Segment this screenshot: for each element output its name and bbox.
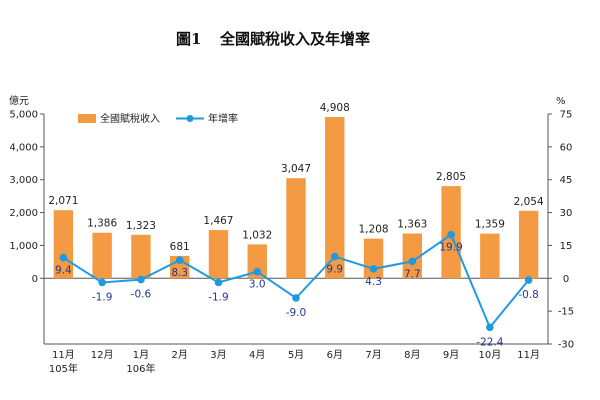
- bar: [480, 233, 500, 279]
- bar: [247, 244, 267, 279]
- bar-data-label: 4,908: [320, 102, 350, 114]
- rate-point: [175, 256, 184, 264]
- rate-point: [292, 294, 300, 302]
- bar-data-label: 1,467: [203, 215, 233, 227]
- legend-bar-swatch: [78, 114, 96, 123]
- chart-title-prefix: 圖1: [176, 30, 201, 48]
- right-tick-label: 45: [560, 175, 573, 186]
- axes: 0 1,000 2,000 3,000 4,000 5,000 -30 -15 0 15 30 45 6…: [9, 110, 574, 351]
- right-tick-label: 0: [563, 274, 569, 285]
- x-tick-label: 4月: [249, 349, 265, 361]
- bars: [53, 117, 539, 279]
- right-tick-label: -30: [558, 340, 574, 351]
- rate-data-label: 19.9: [439, 242, 462, 254]
- rate-point: [486, 323, 494, 332]
- rate-point: [214, 278, 223, 287]
- bar-data-label: 1,323: [126, 220, 156, 232]
- rate-data-label: -9.0: [286, 307, 307, 319]
- rate-point: [369, 265, 378, 273]
- bar: [92, 232, 112, 279]
- legend-line-marker: [186, 115, 194, 122]
- x-tick-label: 8月: [404, 349, 420, 361]
- x-tick-label: 2月: [172, 349, 188, 361]
- right-tick-label: -15: [558, 307, 574, 318]
- x-tick-label: 5月: [288, 349, 304, 361]
- bar: [286, 178, 306, 279]
- rate-data-label: 3.0: [249, 279, 266, 291]
- left-tick-label: 2,000: [9, 208, 38, 219]
- x-tick-label: 11月: [52, 349, 75, 361]
- rate-data-label: -1.9: [208, 291, 229, 303]
- rate-point: [253, 267, 262, 276]
- bar-data-label: 2,071: [48, 195, 78, 207]
- left-tick-label: 4,000: [9, 142, 38, 153]
- bar-data-label: 1,386: [87, 218, 117, 230]
- x-tick-label: 12月: [91, 349, 114, 361]
- bar-data-label: 1,032: [242, 229, 272, 241]
- rate-point: [137, 275, 145, 284]
- rate-point: [330, 252, 339, 261]
- bar: [402, 233, 422, 279]
- rate-point: [447, 230, 455, 239]
- bar-data-label: 2,054: [514, 196, 544, 208]
- legend-bar-label: 全國賦稅收入: [100, 112, 160, 125]
- x-tick-label: 106年: [126, 362, 155, 375]
- x-tick-label: 3月: [210, 349, 226, 361]
- legend: 全國賦稅收入 年增率: [78, 112, 238, 125]
- x-tick-label: 6月: [327, 349, 343, 361]
- x-tick-label: 7月: [365, 349, 381, 361]
- bar-data-label: 1,359: [475, 219, 505, 231]
- x-tick-label: 11月: [517, 349, 540, 361]
- x-tick-label: 9月: [443, 349, 459, 361]
- left-axis-unit: 億元: [9, 94, 29, 107]
- rate-data-label: 9.4: [55, 265, 72, 277]
- right-tick-label: 75: [560, 110, 573, 121]
- chart-title: 全國賦稅收入及年增率: [219, 30, 370, 48]
- rate-data-label: -1.9: [92, 291, 113, 303]
- right-axis-unit: %: [556, 96, 566, 107]
- rate-labels: 9.4 -1.9 -0.6 8.3 -1.9 3.0 -9.0 9.9 4.3 7.7 19.9 -2…: [55, 242, 539, 349]
- bar: [208, 230, 229, 279]
- rate-data-label: -0.8: [518, 289, 539, 301]
- rate-data-label: 8.3: [171, 267, 188, 279]
- rate-data-label: 4.3: [365, 276, 382, 288]
- rate-line-group: [59, 230, 533, 332]
- bar-labels: 2,071 1,386 1,323 681 1,467 1,032 3,047 4,908 1,…: [48, 102, 544, 253]
- rate-point: [408, 257, 417, 266]
- right-tick-label: 30: [560, 208, 573, 219]
- bar-data-label: 1,363: [397, 219, 427, 231]
- bar: [518, 210, 539, 279]
- rate-point: [59, 253, 68, 262]
- left-tick-label: 1,000: [9, 241, 38, 252]
- bar-data-label: 3,047: [281, 163, 311, 175]
- x-tick-label: 1月: [133, 349, 149, 361]
- left-tick-label: 3,000: [9, 175, 38, 186]
- rate-data-label: 7.7: [404, 268, 421, 280]
- x-tick-label: 10月: [478, 349, 501, 361]
- rate-data-label: -22.4: [476, 336, 503, 348]
- rate-data-label: 9.9: [326, 264, 343, 276]
- left-tick-label: 5,000: [9, 110, 38, 121]
- right-tick-label: 60: [560, 142, 573, 153]
- x-tick-label: 105年: [49, 362, 78, 375]
- legend-line-label: 年增率: [208, 112, 238, 125]
- right-tick-label: 15: [560, 241, 573, 252]
- bar-data-label: 1,208: [359, 224, 389, 236]
- bar-data-label: 2,805: [436, 171, 466, 183]
- bar: [325, 117, 345, 279]
- bar: [131, 234, 151, 279]
- chart-title-group: 圖1 全國賦稅收入及年增率: [176, 30, 370, 48]
- rate-point: [98, 278, 106, 287]
- rate-point: [524, 276, 533, 284]
- left-tick-label: 0: [32, 274, 38, 285]
- bar-data-label: 681: [170, 241, 190, 253]
- rate-data-label: -0.6: [131, 289, 152, 301]
